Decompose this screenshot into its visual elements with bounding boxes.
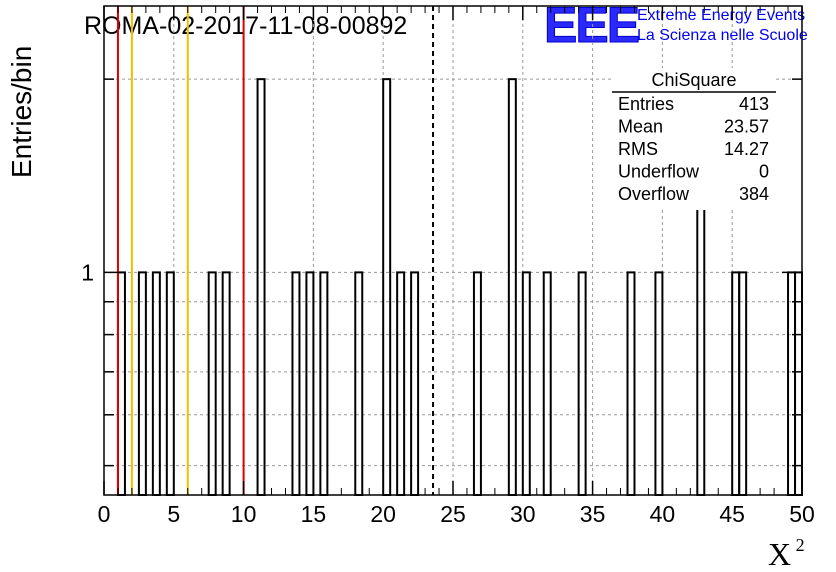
stats-row-label: Mean [618,117,663,137]
ticks-layer: 0 5 10 15 20 25 30 35 40 45 50 1 [81,6,815,527]
reference-lines-layer [116,6,435,495]
histogram-bar [354,271,364,496]
histogram-bar [305,271,315,496]
histogram-bar [577,271,587,496]
x-tick-label: 20 [370,501,396,527]
stats-row-label: Entries [618,94,674,114]
histogram-bar [787,271,797,496]
logo-line-2: La Scienza nelle Scuole [637,27,808,44]
x-tick-label: 25 [440,501,466,527]
stats-row-value: 384 [739,184,769,204]
x-axis-label-exponent: 2 [796,535,805,555]
histogram-bar [738,271,748,496]
histogram-bar [319,271,329,496]
histogram-bar [151,271,161,496]
stats-row-value: 413 [739,94,769,114]
x-tick-label: 50 [789,501,815,527]
histogram-bar [507,78,517,497]
x-tick-label: 5 [167,501,180,527]
x-tick-label: 45 [719,501,745,527]
stats-row-value: 14.27 [724,139,769,159]
histogram-bar [396,271,406,496]
eee-logo: EEE [544,0,639,53]
logo-line-1: Extreme Energy Events [637,7,805,24]
stats-row-value: 23.57 [724,117,769,137]
y-axis-label: Entries/bin [6,46,37,178]
histogram-bar [410,271,420,496]
stats-row-label: Overflow [618,184,690,204]
x-tick-label: 15 [301,501,327,527]
histogram-bar [626,271,636,496]
x-tick-label: 40 [650,501,676,527]
x-axis-label-base: X [768,536,791,572]
histogram-bar [794,271,804,496]
histogram-bar [221,271,231,496]
stats-row-label: RMS [618,139,658,159]
histogram-bar [165,271,175,496]
histogram-bar [207,271,217,496]
histogram-bar [472,271,482,496]
grid-layer [104,6,802,495]
stats-row-value: 0 [759,162,769,182]
x-tick-label: 10 [231,501,257,527]
histogram-bar [291,271,301,496]
x-axis-label: X 2 [768,535,805,572]
histogram-bar [256,78,266,497]
histogram-bar [731,271,741,496]
histogram-bar [137,271,147,496]
histogram-bar [542,271,552,496]
histogram-bar [521,271,531,496]
y-tick-label: 1 [81,259,94,285]
stats-box-title: ChiSquare [651,70,736,90]
histogram-bar [382,78,392,497]
chart-title: ROMA-02-2017-11-08-00892 [84,12,407,40]
stats-row-label: Underflow [618,162,700,182]
histogram-bar [654,271,664,496]
x-tick-label: 0 [98,501,111,527]
x-tick-label: 30 [510,501,536,527]
stats-box: ChiSquare Entries 413 Mean 23.57 RMS 14.27 Unde… [612,68,776,210]
histogram-bar [116,271,126,496]
x-tick-label: 35 [580,501,606,527]
